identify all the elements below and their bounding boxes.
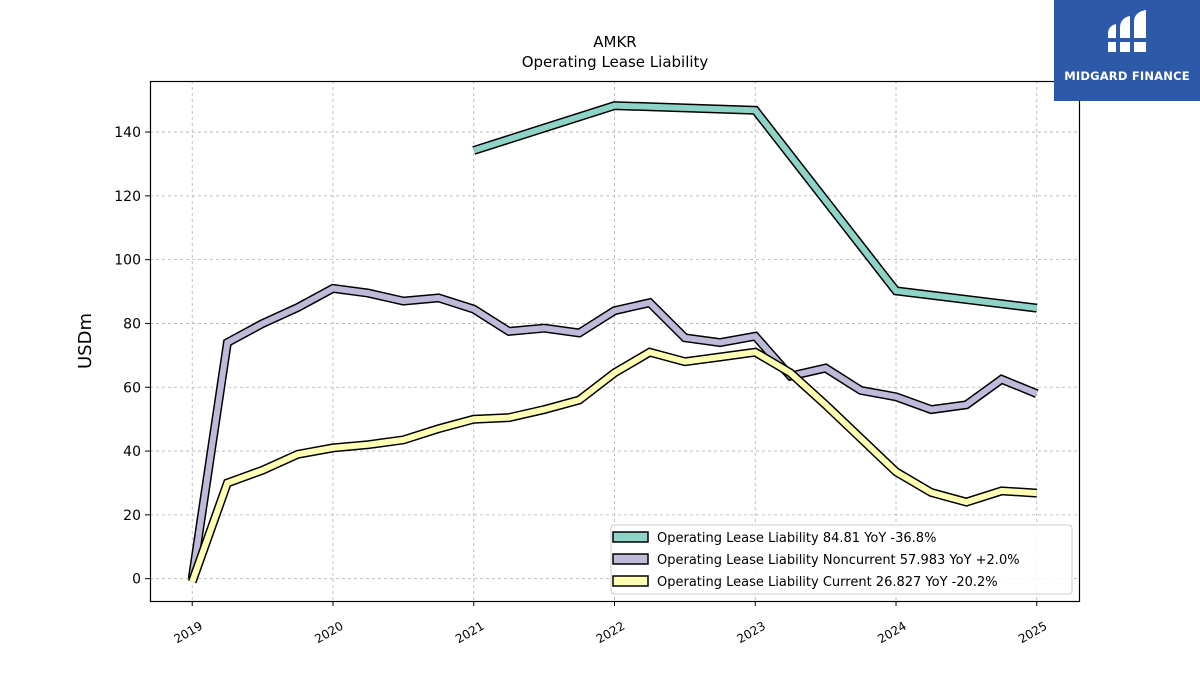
midgard-logo-icon (1106, 10, 1148, 52)
y-tick-label: 0 (132, 572, 141, 588)
brand-logo: MIDGARD FINANCE (1054, 0, 1200, 101)
legend-label: Operating Lease Liability Current 26.827… (657, 575, 998, 590)
grid (150, 81, 1079, 601)
plot-frame (149, 80, 1081, 603)
x-tick-label: 2023 (735, 619, 768, 646)
x-tick-label: 2022 (594, 619, 627, 646)
brand-logo-text: MIDGARD FINANCE (1064, 69, 1190, 83)
series-line (189, 285, 1038, 580)
x-tick-label: 2025 (1016, 619, 1049, 646)
legend-swatch (612, 531, 649, 543)
x-tick-label: 2021 (453, 619, 486, 646)
y-tick-label: 140 (114, 125, 141, 141)
legend-box (610, 524, 1073, 595)
chart-subtitle: Operating Lease Liability (521, 53, 709, 71)
x-tick-label: 2019 (172, 619, 205, 646)
y-tick-label: 40 (123, 444, 141, 460)
y-tick-label: 20 (123, 508, 141, 524)
legend-swatch (612, 553, 649, 565)
y-tick-label: 120 (114, 189, 141, 205)
legend-swatch (612, 575, 649, 587)
series-line (472, 102, 1038, 312)
x-tick-label: 2024 (875, 619, 908, 646)
y-tick-label: 60 (123, 380, 141, 396)
series-layer (187, 101, 1039, 584)
legend-label: Operating Lease Liability Noncurrent 57.… (657, 553, 1020, 568)
y-tick-label: 80 (123, 316, 141, 332)
legend-label: Operating Lease Liability 84.81 YoY -36.… (657, 531, 936, 546)
legend: Operating Lease Liability 84.81 YoY -36.… (610, 524, 1073, 595)
chart-title: AMKR (593, 33, 637, 51)
y-axis-label: USDm (75, 313, 96, 369)
x-tick-label: 2020 (312, 619, 345, 646)
y-tick-label: 100 (114, 253, 141, 269)
series-line (189, 348, 1037, 583)
